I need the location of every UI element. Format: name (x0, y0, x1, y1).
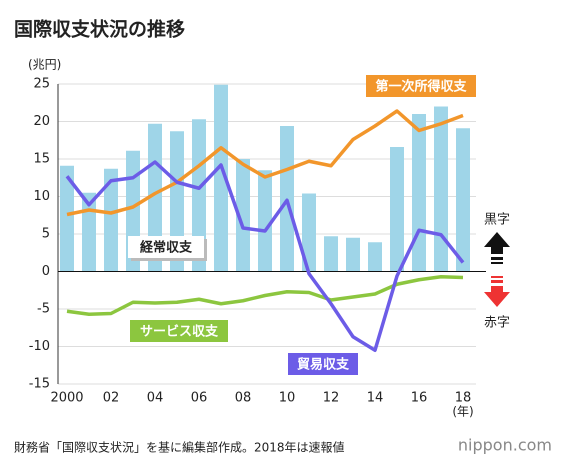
series-label: サービス収支 (140, 324, 219, 340)
line (66, 109, 464, 217)
y-axis-label: (兆円) (28, 58, 61, 72)
bar (390, 147, 404, 272)
x-tick-label: 16 (411, 391, 428, 406)
bar (324, 236, 338, 272)
series-label: 経常収支 (140, 240, 193, 256)
label-box (288, 353, 358, 375)
y-tick-label: -10 (29, 339, 50, 354)
line (66, 275, 464, 316)
y-tick-label: 5 (42, 227, 50, 242)
x-axis-label: (年) (452, 405, 473, 419)
chart-title: 国際収支状況の推移 (14, 18, 185, 41)
line (65, 160, 465, 352)
x-tick-label: 04 (147, 391, 164, 406)
x-tick-label: 06 (191, 391, 208, 406)
bar (368, 242, 382, 272)
x-tick-label: 08 (235, 391, 252, 406)
bar (148, 123, 162, 272)
x-tick-label: 02 (103, 391, 120, 406)
bar (434, 106, 448, 272)
surplus-label: 黒字 (484, 213, 510, 228)
bar (302, 193, 316, 272)
y-tick-label: 15 (33, 152, 50, 167)
series-label: 貿易収支 (297, 357, 350, 373)
bar (456, 128, 470, 272)
bar (236, 159, 250, 272)
y-tick-label: -5 (37, 302, 50, 317)
x-tick-label: 12 (323, 391, 340, 406)
label-box (128, 236, 204, 258)
label-box (130, 320, 228, 342)
bar (60, 165, 74, 272)
y-tick-label: 10 (33, 189, 50, 204)
y-tick-label: -15 (29, 377, 50, 392)
x-tick-label: 10 (279, 391, 296, 406)
bar (104, 168, 118, 272)
logo: nippon.com (458, 436, 552, 455)
label-box (366, 75, 476, 97)
source-note: 財務省「国際収支状況」を基に編集部作成。2018年は速報値 (14, 440, 345, 455)
x-tick-label: 2000 (50, 391, 83, 406)
deficit-arrow (484, 276, 510, 307)
bar (346, 237, 360, 272)
bar (192, 119, 206, 272)
bar (214, 84, 228, 272)
bar (412, 114, 426, 272)
series-label: 第一次所得収支 (375, 79, 467, 95)
deficit-label: 赤字 (484, 316, 510, 331)
surplus-arrow (484, 232, 510, 264)
y-tick-label: 0 (42, 264, 50, 279)
bar (258, 170, 272, 272)
y-tick-label: 20 (33, 114, 50, 129)
x-tick-label: 14 (367, 391, 384, 406)
y-tick-label: 25 (33, 77, 50, 92)
x-tick-label: 18 (455, 391, 472, 406)
